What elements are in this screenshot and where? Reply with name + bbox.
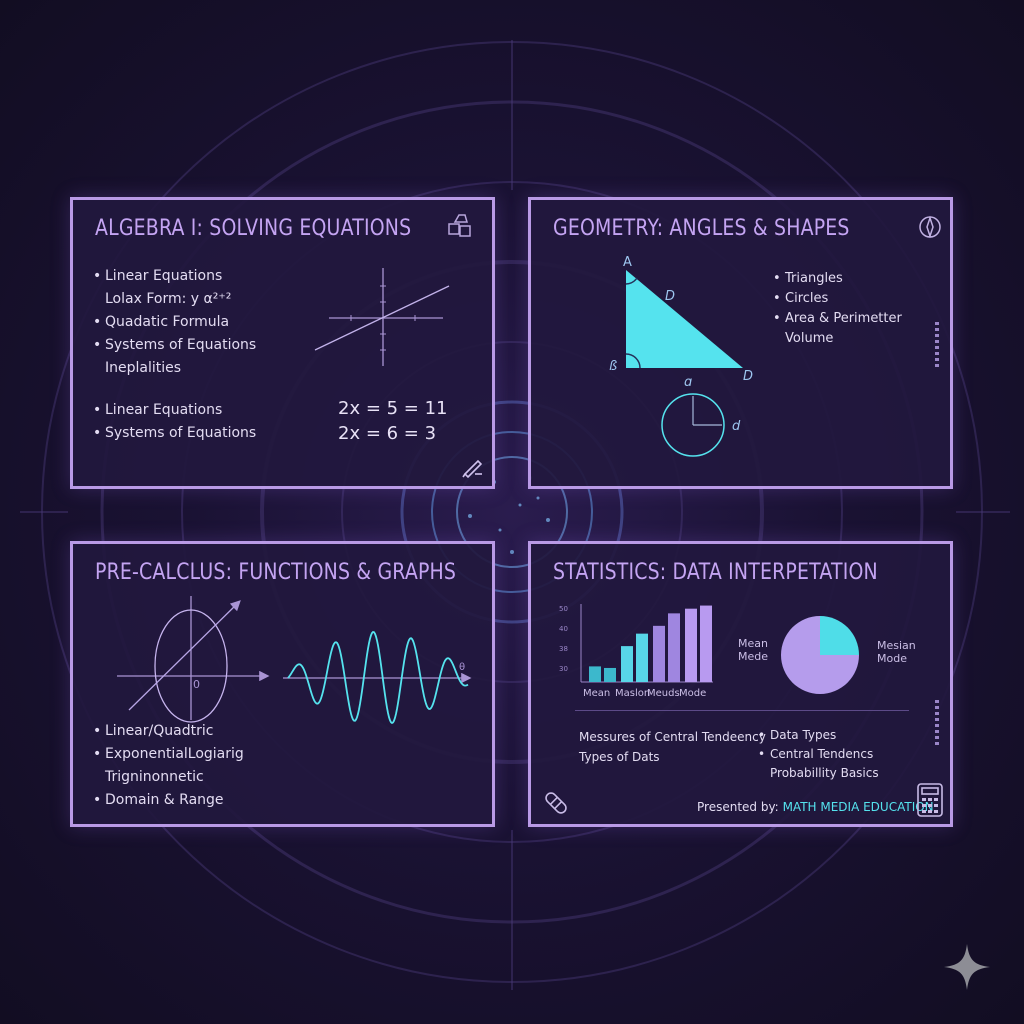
pie-slice: [820, 616, 859, 655]
y-tick-label: 50: [559, 605, 568, 613]
list-item: Quadatic Formula: [93, 311, 256, 334]
panel-title: GEOMETRY: ANGLES & SHAPES: [553, 216, 850, 241]
shapes-icon: [448, 214, 471, 237]
geometry-diagram: A ß D D ɑ d: [609, 255, 753, 457]
list-item: Systems of Equations: [93, 422, 256, 445]
text-line: Types of Dats: [579, 750, 660, 764]
geometry-panel[interactable]: GEOMETRY: ANGLES & SHAPES A ß D D ɑ d Tr…: [528, 197, 953, 489]
algebra-panel[interactable]: ALGEBRA I: SOLVING EQUATIONS Linear Equa…: [70, 197, 495, 489]
algebra-topic-list-2: Linear Equations Systems of Equations: [93, 399, 256, 445]
bar: [636, 633, 648, 682]
bandage-icon: [545, 792, 567, 814]
stats-left-text: Messures of Central Tendeency Types of D…: [579, 727, 766, 767]
list-item: Probabillity Basics: [770, 766, 879, 780]
sine-wave: [287, 631, 469, 724]
list-item: Systems of Equations: [93, 334, 256, 357]
divider: [575, 710, 909, 711]
stats-topic-list: Data Types Central Tendencs Probabillity…: [758, 726, 879, 783]
precalc-topic-list: Linear/Quadtric ExponentialLogiarig Trig…: [93, 720, 244, 812]
pen-icon: [462, 459, 483, 478]
bar: [621, 646, 633, 682]
bar: [668, 613, 680, 682]
bar: [653, 625, 665, 682]
bar: [685, 608, 697, 682]
list-item: Linear/Quadtric: [93, 720, 244, 743]
list-item: Lolax Form: y α²⁺²: [105, 291, 232, 307]
legend-label: Mode: [877, 652, 907, 665]
bar: [589, 666, 601, 682]
function-graphs: 0 θ: [117, 596, 472, 724]
scroll-indicator[interactable]: [935, 700, 939, 748]
list-item: Triangles: [773, 269, 902, 289]
panel-title: ALGEBRA I: SOLVING EQUATIONS: [95, 216, 412, 241]
compass-icon: [919, 215, 941, 239]
linear-graph: [314, 268, 450, 366]
x-tick-label: Meuds: [647, 688, 680, 699]
list-item: Linear Equations: [93, 399, 256, 422]
legend-label: Mean: [738, 637, 768, 650]
pie-legend-right: Mesian Mode: [877, 639, 916, 665]
precalc-panel[interactable]: PRE-CALCLUS: FUNCTIONS & GRAPHS 0 θ Line…: [70, 541, 495, 827]
list-item: Central Tendencs: [758, 745, 879, 764]
axis-label: θ: [459, 662, 465, 673]
triangle: [626, 270, 743, 368]
list-item: Circles: [773, 289, 902, 309]
circle-shape: [661, 393, 725, 457]
list-item: Trigninonnetic: [105, 769, 204, 785]
origin-label: 0: [193, 678, 200, 691]
circle-label: d: [732, 419, 741, 434]
legend-label: Mede: [738, 650, 769, 663]
sparkle-icon: [944, 944, 990, 990]
geometry-topic-list: Triangles Circles Area & Perimetter Volu…: [773, 269, 902, 349]
vertex-label: ß: [609, 359, 617, 374]
equation: 2x = 5 = 11: [338, 398, 448, 419]
y-tick-label: 38: [559, 645, 568, 653]
list-item: ExponentialLogiarig: [93, 743, 244, 766]
presented-prefix: Presented by:: [697, 800, 779, 814]
list-item: Linear Equations: [93, 265, 256, 288]
vertex-label: D: [743, 369, 753, 384]
pie-legend-left: Mean Mede: [738, 637, 768, 663]
calculator-icon: [917, 783, 943, 817]
x-tick-label: Maslon: [615, 688, 650, 699]
presented-by: Presented by: MATH MEDIA EDUCATION: [697, 800, 934, 814]
equation: 2x = 6 = 3: [338, 423, 437, 444]
x-tick-label: Mean: [583, 688, 610, 699]
statistics-panel[interactable]: STATISTICS: DATA INTERPETATION 50 40 38 30 M…: [528, 541, 953, 827]
pie-chart: [781, 616, 859, 694]
bar: [604, 667, 616, 682]
list-item: Area & Perimetter: [773, 309, 902, 329]
vertex-label: D: [665, 289, 675, 304]
y-tick-label: 30: [559, 665, 568, 673]
list-item: Volume: [785, 331, 834, 346]
scroll-indicator[interactable]: [935, 322, 939, 370]
brand-name: MATH MEDIA EDUCATION: [782, 800, 934, 814]
panel-title: PRE-CALCLUS: FUNCTIONS & GRAPHS: [95, 560, 457, 585]
algebra-topic-list: Linear Equations Lolax Form: y α²⁺² Quad…: [93, 265, 256, 380]
list-item: Data Types: [758, 726, 879, 745]
list-item: Ineplalities: [105, 360, 182, 376]
legend-label: Mesian: [877, 639, 916, 652]
list-item: Domain & Range: [93, 789, 244, 812]
panel-title: STATISTICS: DATA INTERPETATION: [553, 560, 878, 585]
bar: [700, 605, 712, 682]
y-tick-label: 40: [559, 625, 568, 633]
x-tick-label: Mode: [679, 688, 706, 699]
vertex-label: A: [623, 255, 632, 270]
text-line: Messures of Central Tendeency: [579, 730, 766, 744]
circle-label: ɑ: [684, 375, 692, 390]
pie-slice: [781, 616, 859, 694]
